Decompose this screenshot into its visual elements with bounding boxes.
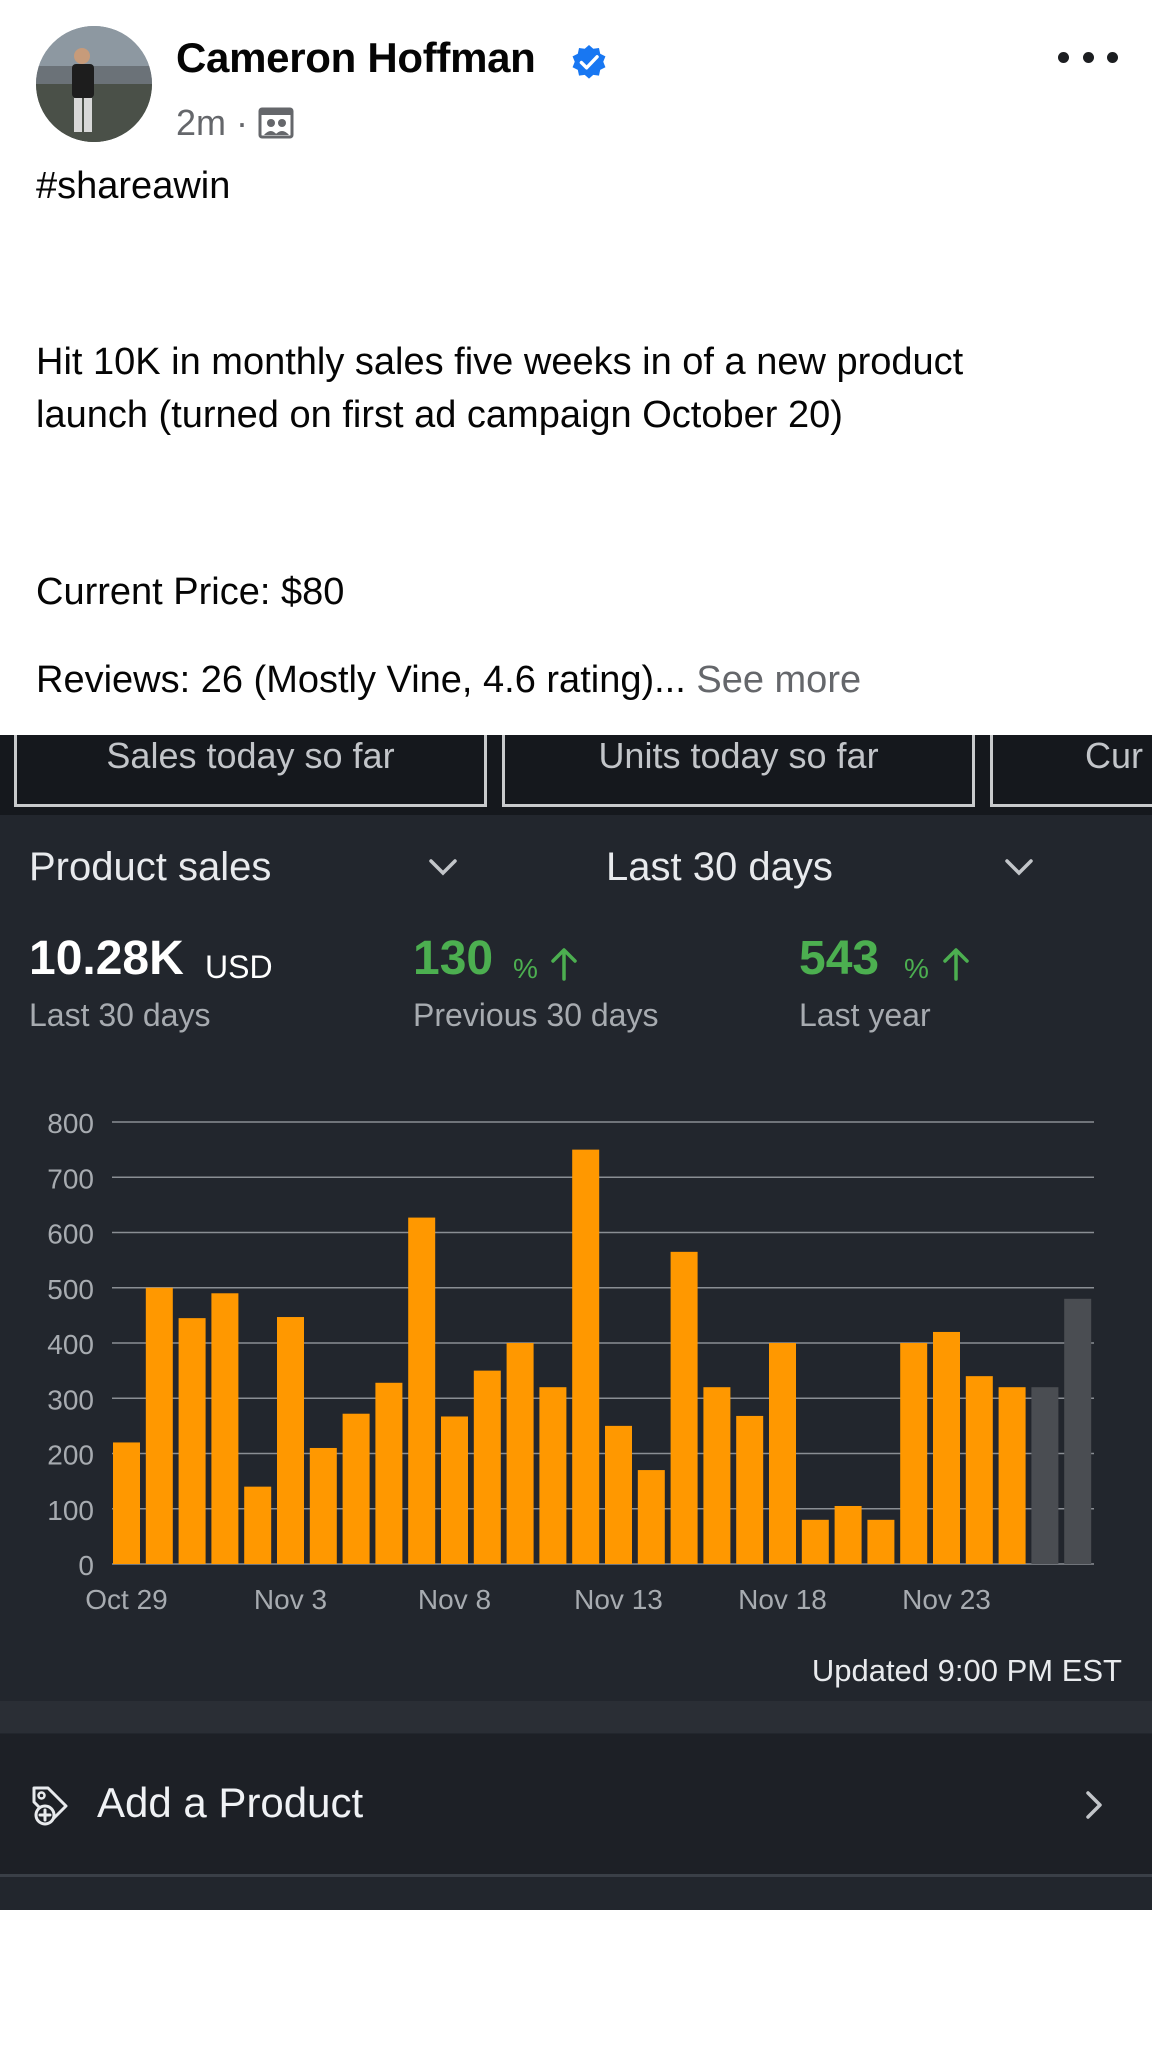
chart-bar: [801, 1519, 829, 1564]
author-name[interactable]: Cameron Hoffman: [176, 34, 536, 81]
post-body-line: Hit 10K in monthly sales five weeks in o…: [36, 341, 964, 383]
prev-period-percent: %: [513, 953, 538, 984]
last-year-change: 543: [799, 932, 880, 985]
verified-badge-icon: [572, 44, 606, 79]
chart-bar: [1031, 1387, 1059, 1564]
chart-y-tick-label: 600: [47, 1219, 94, 1250]
chart-bar: [539, 1387, 567, 1564]
chart-x-tick-label: Nov 13: [574, 1584, 663, 1615]
post-reviews-text: Reviews: 26 (Mostly Vine, 4.6 rating)...: [36, 659, 686, 701]
last-year-label: Last year: [799, 997, 931, 1033]
chart-bar: [1064, 1298, 1092, 1564]
post-body-line: Reviews: 26 (Mostly Vine, 4.6 rating)...…: [36, 654, 861, 707]
chart-bar: [867, 1519, 895, 1564]
section-divider: [0, 1701, 1152, 1733]
tab-current[interactable]: Cur: [990, 735, 1152, 807]
chart-bar: [769, 1343, 796, 1564]
chart-y-tick-label: 700: [47, 1163, 94, 1194]
chart-y-tick-label: 400: [47, 1329, 94, 1360]
chart-bar: [244, 1486, 272, 1564]
range-dropdown[interactable]: Last 30 days: [606, 845, 833, 889]
chevron-down-icon[interactable]: [1003, 857, 1035, 877]
chart-y-tick-label: 100: [47, 1495, 94, 1526]
arrow-up-icon: [551, 948, 577, 981]
chart-y-tick-label: 500: [47, 1274, 94, 1305]
chart-bar: [473, 1370, 501, 1564]
last-year-percent: %: [904, 953, 929, 984]
total-sales-label: Last 30 days: [29, 997, 211, 1033]
more-dot-icon: [1082, 51, 1094, 63]
prev-period-label: Previous 30 days: [413, 997, 659, 1033]
add-product-row[interactable]: Add a Product: [0, 1734, 1152, 1874]
chart-bar: [605, 1425, 632, 1564]
chart-bar: [342, 1413, 370, 1564]
chart-bar: [113, 1442, 140, 1564]
chart-bar: [408, 1217, 436, 1564]
metric-tabs: Sales today so far Units today so far Cu…: [0, 735, 1152, 815]
chart-bar: [211, 1293, 239, 1564]
post-hashtag[interactable]: #shareawin: [36, 165, 231, 207]
post-meta: 2m ·: [176, 100, 294, 146]
chart-bar: [703, 1387, 731, 1564]
chart-bar: [670, 1251, 698, 1564]
add-tag-icon: [32, 1786, 68, 1826]
chart-bar: [441, 1416, 468, 1564]
post-body-line: Current Price: $80: [36, 571, 345, 613]
more-options-button[interactable]: [1058, 32, 1118, 82]
audience-group-icon[interactable]: [258, 106, 294, 140]
bottom-divider: [0, 1874, 1152, 1877]
chart-bar: [277, 1317, 304, 1564]
chart-bar: [145, 1287, 173, 1564]
chart-bar: [965, 1376, 993, 1564]
chart-bar: [834, 1505, 862, 1564]
updated-timestamp: Updated 9:00 PM EST: [811, 1653, 1122, 1688]
more-dot-icon: [1058, 51, 1069, 63]
see-more-link[interactable]: See more: [696, 659, 862, 701]
chart-y-tick-label: 200: [47, 1440, 94, 1471]
chart-bar: [933, 1331, 960, 1564]
chart-x-tick-label: Nov 3: [254, 1584, 327, 1615]
chart-bar: [309, 1447, 337, 1564]
metric-dropdown[interactable]: Product sales: [29, 845, 272, 889]
tab-units-today[interactable]: Units today so far: [502, 735, 975, 807]
chart-x-tick-label: Nov 8: [418, 1584, 491, 1615]
post-time[interactable]: 2m: [176, 102, 227, 143]
chart-y-tick-label: 300: [47, 1384, 94, 1415]
chart-bar: [998, 1387, 1026, 1564]
tab-sales-today[interactable]: Sales today so far: [14, 735, 487, 807]
arrow-up-icon: [943, 948, 969, 981]
prev-period-change: 130: [413, 932, 494, 985]
chart-x-tick-label: Nov 18: [738, 1584, 827, 1615]
author-avatar[interactable]: [36, 26, 152, 142]
chart-y-tick-label: 800: [47, 1108, 94, 1139]
chart-bar: [572, 1149, 600, 1564]
more-dot-icon: [1107, 51, 1118, 63]
chart-bar: [506, 1343, 534, 1564]
chart-y-tick-label: 0: [78, 1550, 94, 1581]
add-product-label: Add a Product: [97, 1779, 364, 1826]
total-sales-value: 10.28K: [29, 932, 184, 985]
total-sales-unit: USD: [205, 949, 273, 985]
chart-x-tick-label: Oct 29: [85, 1584, 167, 1615]
chart-bar: [637, 1470, 665, 1564]
avatar-photo: [36, 26, 152, 142]
chevron-down-icon[interactable]: [427, 857, 459, 877]
chart-x-tick-label: Nov 23: [902, 1584, 991, 1615]
post-body-line: launch (turned on first ad campaign Octo…: [36, 394, 843, 436]
chart-bar: [736, 1415, 764, 1564]
chart-bar: [375, 1382, 403, 1564]
chart-bar: [178, 1318, 206, 1564]
sales-dashboard-screenshot: Sales today so far Units today so far Cu…: [0, 735, 1152, 1910]
meta-separator: ·: [236, 102, 249, 143]
chart-bar: [900, 1343, 928, 1564]
sales-bar-chart: 0 100 200 300 400 500 600 700 800 Oct 29 Nov 3 Nov …: [47, 1108, 1094, 1615]
chevron-right-icon: [1086, 1791, 1102, 1819]
